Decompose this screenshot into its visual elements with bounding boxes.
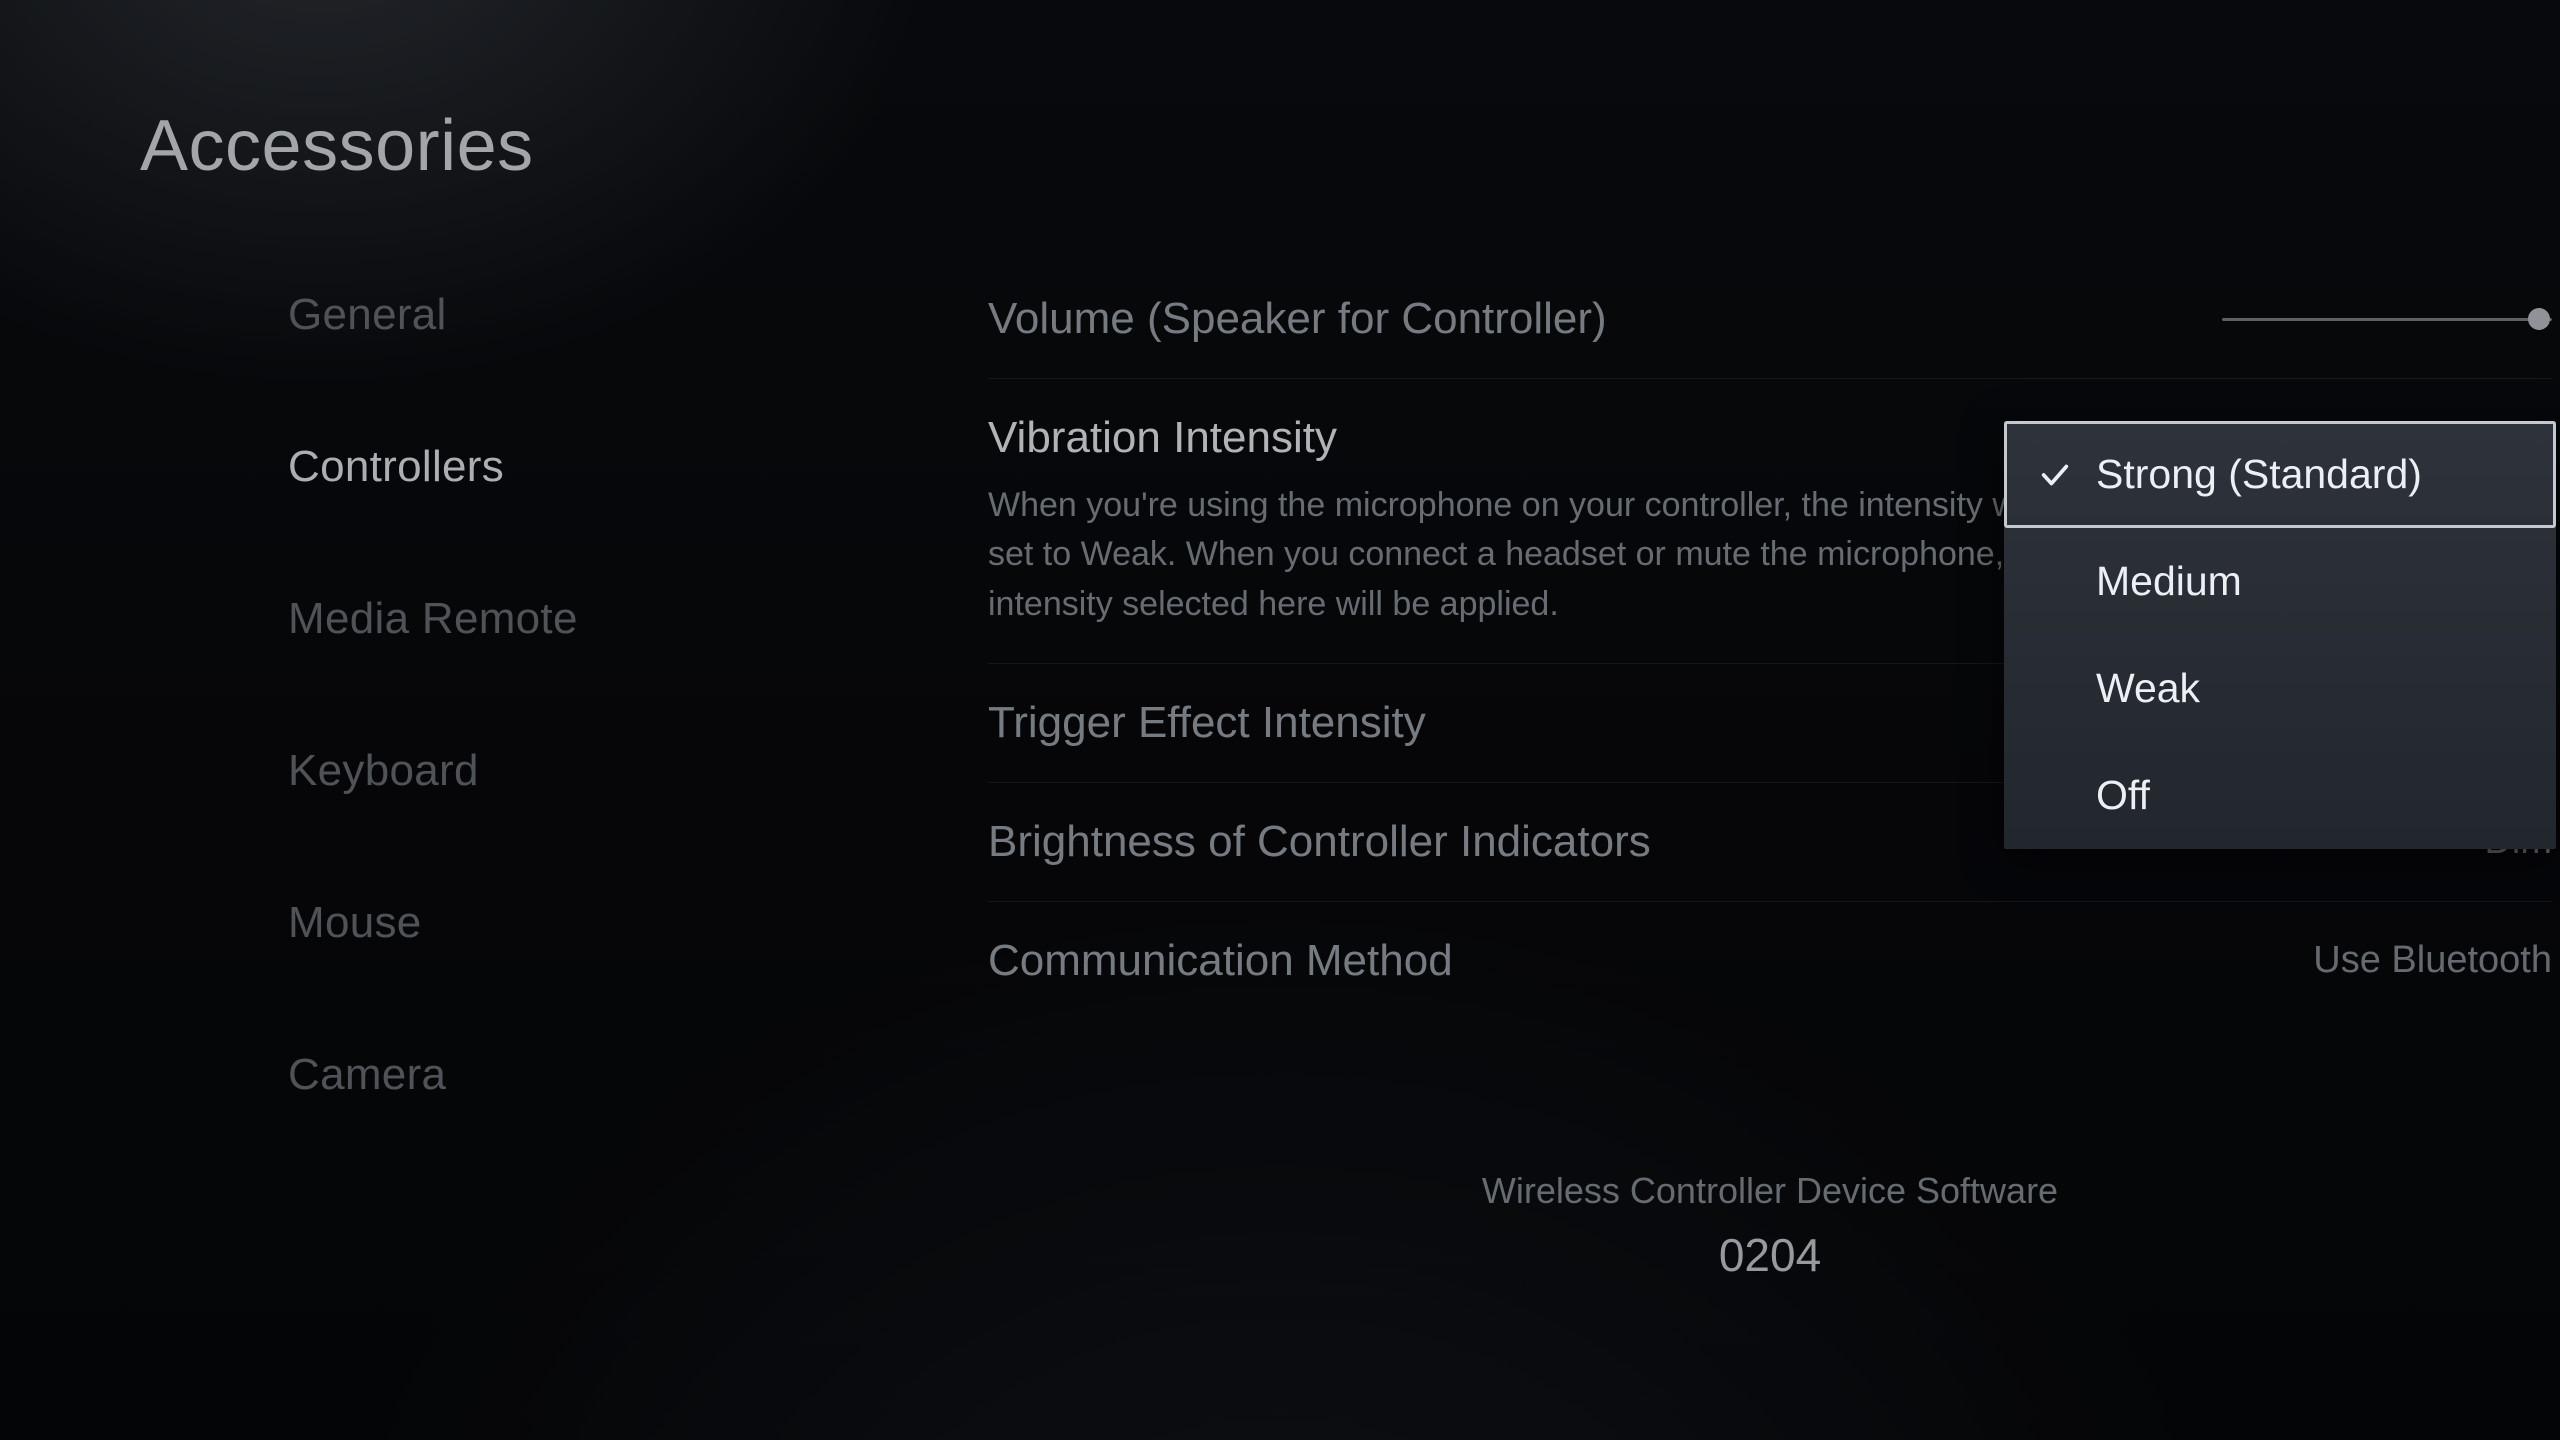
dropdown-option-label: Off — [2096, 772, 2150, 819]
dropdown-option-strong[interactable]: Strong (Standard) — [2004, 421, 2556, 528]
dropdown-option-medium[interactable]: Medium — [2004, 528, 2556, 635]
dropdown-option-label: Weak — [2096, 665, 2200, 712]
dropdown-option-off[interactable]: Off — [2004, 742, 2556, 849]
dropdown-option-weak[interactable]: Weak — [2004, 635, 2556, 742]
vibration-dropdown: Strong (Standard) Medium Weak Off — [2004, 421, 2556, 849]
dropdown-option-label: Medium — [2096, 558, 2242, 605]
dropdown-option-label: Strong (Standard) — [2096, 451, 2422, 498]
check-icon — [2036, 456, 2074, 494]
